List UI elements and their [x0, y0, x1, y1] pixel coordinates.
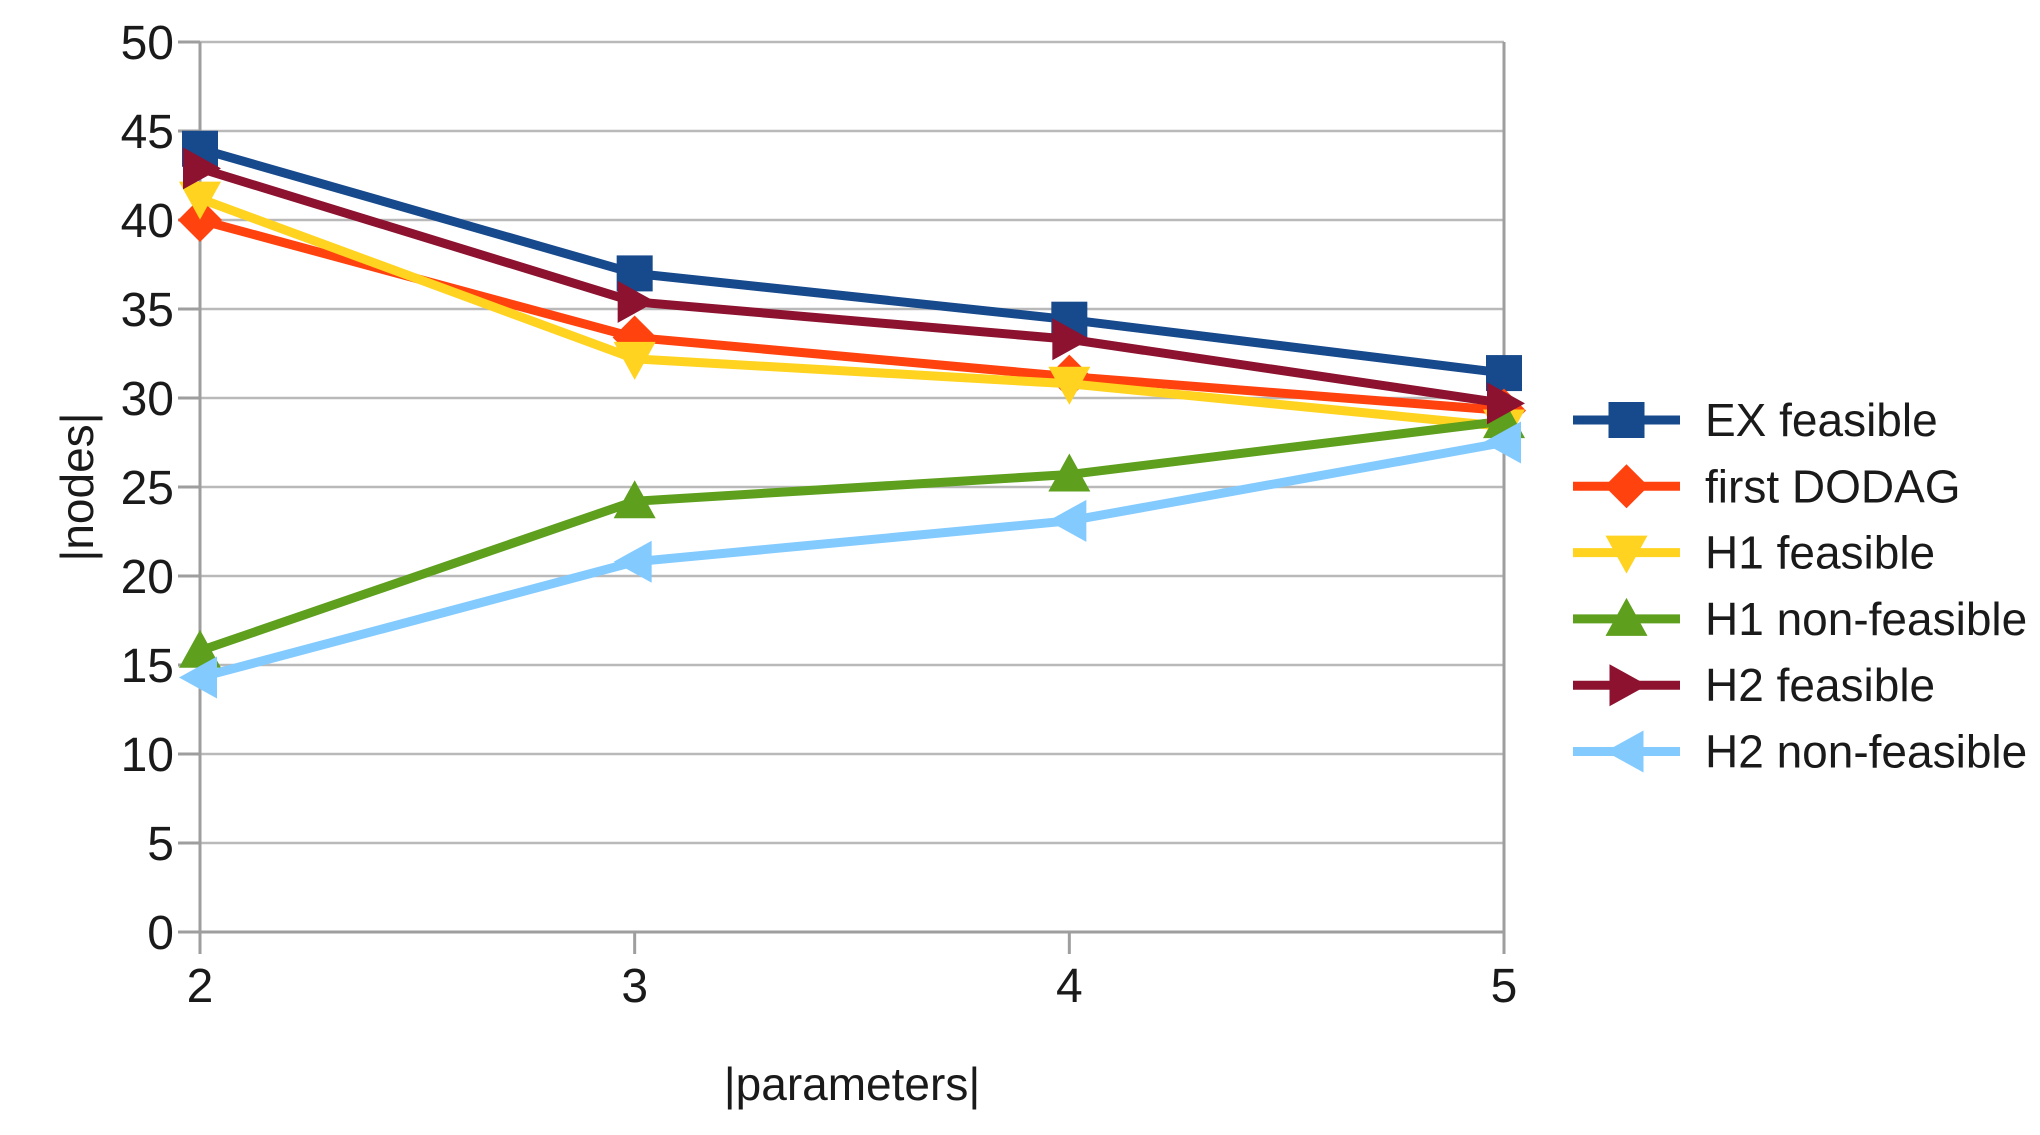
- legend-item-h2-non-feasible: H2 non-feasible: [1573, 726, 2027, 778]
- series-line-first-dodag: [198, 215, 1505, 415]
- y-tick-label-25: 25: [121, 462, 174, 515]
- triangle-down-marker-h1-feasible-x4: [1048, 366, 1091, 405]
- series-h1-feasible: [179, 181, 1525, 448]
- y-tick-label-50: 50: [121, 17, 174, 70]
- legend-item-first-dodag: first DODAG: [1573, 460, 1961, 512]
- legend-label-h1-non-feasible: H1 non-feasible: [1705, 593, 2027, 645]
- y-tick-label-5: 5: [147, 818, 174, 871]
- diamond-marker-first-dodag-x2: [178, 198, 222, 242]
- legend-item-h1-feasible: H1 feasible: [1573, 527, 1935, 579]
- triangle-left-marker-h2-non-feasible-x5: [1483, 421, 1521, 464]
- series-h2-feasible: [183, 147, 1525, 425]
- x-tick-label-2: 2: [187, 960, 214, 1013]
- triangle-up-marker-h1-non-feasible-x2: [179, 629, 221, 668]
- x-tick-label-3: 3: [621, 960, 648, 1013]
- legend-label-h2-feasible: H2 feasible: [1705, 659, 1935, 711]
- series-line-h2-non-feasible: [198, 438, 1505, 682]
- y-axis-title: |nodes|: [51, 412, 103, 561]
- y-tick-label-35: 35: [121, 284, 174, 337]
- triangle-down-marker-h1-feasible-x3: [613, 341, 656, 380]
- triangle-left-icon: [1605, 730, 1644, 773]
- square-icon: [1608, 402, 1645, 438]
- square-marker-ex-feasible-x5: [1486, 355, 1522, 392]
- legend: EX feasible first DODAG H1 feasible H1 non-…: [1573, 394, 2027, 778]
- series-h1-non-feasible: [179, 400, 1525, 668]
- series-line-h1-feasible: [198, 194, 1505, 431]
- triangle-up-icon: [1605, 597, 1648, 636]
- diamond-icon: [1604, 464, 1649, 509]
- series-line-ex-feasible: [198, 144, 1505, 378]
- series-h2-non-feasible: [179, 421, 1521, 699]
- x-tick-label-5: 5: [1491, 960, 1518, 1013]
- series-ex-feasible: [182, 130, 1522, 392]
- y-tick-label-40: 40: [121, 195, 174, 248]
- y-tick-label-0: 0: [147, 907, 174, 960]
- triangle-down-icon: [1605, 535, 1648, 574]
- triangle-left-marker-h2-non-feasible-x3: [613, 540, 652, 583]
- triangle-right-marker-h2-feasible-x4: [1052, 318, 1091, 361]
- series-line-h2-feasible: [198, 164, 1505, 408]
- legend-item-h2-feasible: H2 feasible: [1573, 659, 1935, 711]
- x-tick-label-4: 4: [1056, 960, 1083, 1013]
- legend-label-ex-feasible: EX feasible: [1705, 394, 1938, 446]
- axes: [178, 40, 1506, 954]
- legend-item-h1-non-feasible: H1 non-feasible: [1573, 593, 2027, 645]
- legend-label-h2-non-feasible: H2 non-feasible: [1705, 726, 2027, 778]
- y-tick-label-45: 45: [121, 106, 174, 159]
- series-line-h1-non-feasible: [198, 416, 1505, 656]
- triangle-right-icon: [1609, 664, 1648, 707]
- triangle-left-marker-h2-non-feasible-x2: [179, 656, 217, 699]
- triangle-right-marker-h2-feasible-x5: [1487, 382, 1525, 425]
- y-tick-label-20: 20: [121, 551, 174, 604]
- data-series: [178, 130, 1526, 699]
- triangle-left-marker-h2-non-feasible-x4: [1048, 499, 1087, 542]
- triangle-right-marker-h2-feasible-x2: [183, 147, 221, 190]
- y-tick-label-10: 10: [121, 729, 174, 782]
- triangle-down-marker-h1-feasible-x2: [179, 181, 221, 220]
- y-tick-label-15: 15: [121, 640, 174, 693]
- y-tick-label-30: 30: [121, 373, 174, 426]
- legend-label-h1-feasible: H1 feasible: [1705, 527, 1935, 579]
- legend-label-first-dodag: first DODAG: [1705, 460, 1961, 512]
- triangle-up-marker-h1-non-feasible-x3: [613, 480, 656, 519]
- triangle-right-marker-h2-feasible-x3: [617, 280, 656, 323]
- x-axis-title: |parameters|: [724, 1058, 981, 1110]
- triangle-up-marker-h1-non-feasible-x4: [1048, 453, 1091, 492]
- legend-item-ex-feasible: EX feasible: [1573, 394, 1938, 446]
